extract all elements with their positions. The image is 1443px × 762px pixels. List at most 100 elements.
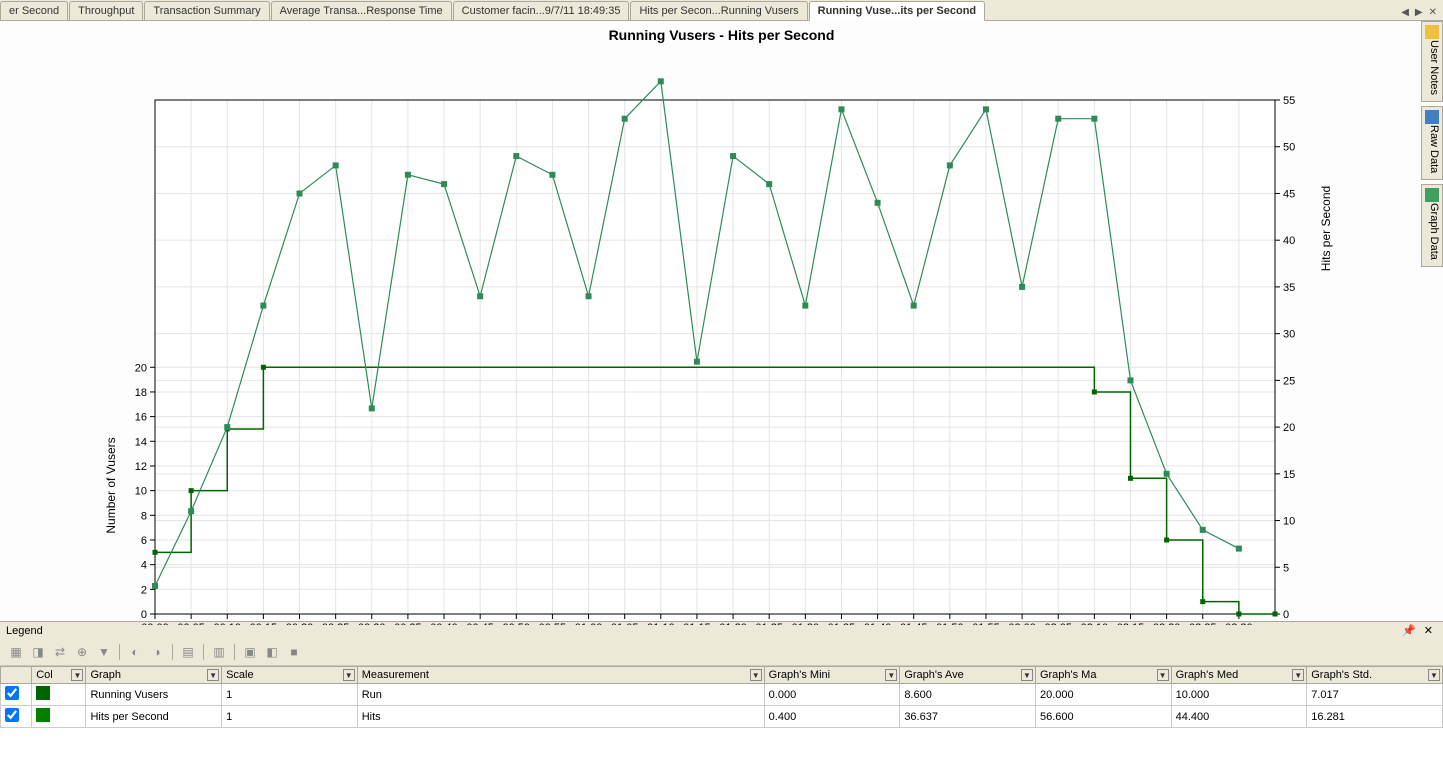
toolbar-btn-7[interactable]: ◑ <box>147 642 167 662</box>
tab-3[interactable]: Average Transa...Response Time <box>271 1 452 20</box>
side-panel-raw-data[interactable]: Raw Data <box>1421 106 1443 180</box>
svg-text:00:30: 00:30 <box>358 622 386 625</box>
svg-text:10: 10 <box>1283 516 1295 528</box>
svg-text:2: 2 <box>141 584 147 596</box>
legend-row[interactable]: Running Vusers1Run0.0008.60020.00010.000… <box>1 684 1443 706</box>
svg-text:00:00: 00:00 <box>141 622 169 625</box>
legend-cell: 0.000 <box>764 684 900 706</box>
svg-text:35: 35 <box>1283 282 1295 294</box>
svg-text:10: 10 <box>135 486 147 498</box>
legend-cell: 0.400 <box>764 706 900 728</box>
side-panel-icon <box>1425 110 1439 124</box>
tab-1[interactable]: Throughput <box>69 1 143 20</box>
svg-text:30: 30 <box>1283 329 1295 341</box>
toolbar-btn-2[interactable]: ◨ <box>28 642 48 662</box>
toolbar-btn-10[interactable]: ▣ <box>240 642 260 662</box>
svg-text:6: 6 <box>141 535 147 547</box>
dropdown-arrow-icon[interactable]: ▼ <box>885 669 897 681</box>
toolbar-btn-4[interactable]: ⊕ <box>72 642 92 662</box>
side-panel-label: User Notes <box>1428 40 1440 95</box>
toolbar-btn-9[interactable]: ▥ <box>209 642 229 662</box>
legend-col-4[interactable]: Measurement▼ <box>357 667 764 684</box>
toolbar-btn-5[interactable]: ▼ <box>94 642 114 662</box>
legend-col-3[interactable]: Scale▼ <box>222 667 358 684</box>
tab-next-icon[interactable]: ▶ <box>1413 7 1425 18</box>
tab-close-icon[interactable]: ✕ <box>1427 7 1439 18</box>
chart-area: Running Vusers - Hits per Second 00:0000… <box>0 21 1443 621</box>
tab-2[interactable]: Transaction Summary <box>144 1 269 20</box>
svg-text:02:00: 02:00 <box>1008 622 1036 625</box>
legend-close-icon[interactable]: ✕ <box>1420 624 1437 637</box>
side-panel-graph-data[interactable]: Graph Data <box>1421 184 1443 267</box>
legend-row-checkbox[interactable] <box>5 686 19 700</box>
legend-cell: 44.400 <box>1171 706 1307 728</box>
tab-0[interactable]: er Second <box>0 1 68 20</box>
svg-text:00:05: 00:05 <box>177 622 205 625</box>
side-panel-icon <box>1425 25 1439 39</box>
svg-text:01:10: 01:10 <box>647 622 675 625</box>
legend-col-7[interactable]: Graph's Ma▼ <box>1035 667 1171 684</box>
tab-prev-icon[interactable]: ◀ <box>1399 7 1411 18</box>
svg-text:20: 20 <box>1283 422 1295 434</box>
side-panel-user-notes[interactable]: User Notes <box>1421 21 1443 102</box>
dropdown-arrow-icon[interactable]: ▼ <box>1021 669 1033 681</box>
legend-col-2[interactable]: Graph▼ <box>86 667 222 684</box>
legend-cell: 1 <box>222 684 358 706</box>
legend-cell: 1 <box>222 706 358 728</box>
legend-cell: 16.281 <box>1307 706 1443 728</box>
legend-col-5[interactable]: Graph's Mini▼ <box>764 667 900 684</box>
toolbar-btn-12[interactable]: ■ <box>284 642 304 662</box>
legend-cell: 7.017 <box>1307 684 1443 706</box>
tab-6[interactable]: Running Vuse...its per Second <box>809 1 986 21</box>
toolbar-btn-3[interactable]: ⇄ <box>50 642 70 662</box>
legend-col-9[interactable]: Graph's Std.▼ <box>1307 667 1443 684</box>
svg-text:Hits per Second: Hits per Second <box>1319 186 1333 271</box>
legend-table: Col▼Graph▼Scale▼Measurement▼Graph's Mini… <box>0 666 1443 728</box>
toolbar-btn-6[interactable]: ◐ <box>125 642 145 662</box>
legend-col-0[interactable] <box>1 667 32 684</box>
svg-text:01:30: 01:30 <box>792 622 820 625</box>
svg-text:00:10: 00:10 <box>213 622 241 625</box>
dropdown-arrow-icon[interactable]: ▼ <box>71 669 83 681</box>
svg-text:01:25: 01:25 <box>755 622 783 625</box>
dropdown-arrow-icon[interactable]: ▼ <box>1157 669 1169 681</box>
dropdown-arrow-icon[interactable]: ▼ <box>1428 669 1440 681</box>
side-panel-label: Raw Data <box>1428 125 1440 173</box>
chart-svg: 00:0000:0500:1000:1500:2000:2500:3000:35… <box>0 45 1410 625</box>
dropdown-arrow-icon[interactable]: ▼ <box>343 669 355 681</box>
svg-text:45: 45 <box>1283 188 1295 200</box>
svg-text:40: 40 <box>1283 235 1295 247</box>
legend-panel: Legend 📌 ✕ ▦ ◨ ⇄ ⊕ ▼ ◐ ◑ ▤ ▥ ▣ ◧ ■ Col▼G… <box>0 621 1443 728</box>
svg-text:0: 0 <box>141 609 147 621</box>
legend-col-1[interactable]: Col▼ <box>32 667 86 684</box>
svg-text:01:05: 01:05 <box>611 622 639 625</box>
legend-color-swatch <box>36 686 50 700</box>
tab-4[interactable]: Customer facin...9/7/11 18:49:35 <box>453 1 630 20</box>
legend-row[interactable]: Hits per Second1Hits0.40036.63756.60044.… <box>1 706 1443 728</box>
toolbar-btn-8[interactable]: ▤ <box>178 642 198 662</box>
dropdown-arrow-icon[interactable]: ▼ <box>750 669 762 681</box>
svg-text:4: 4 <box>141 560 147 572</box>
svg-text:01:20: 01:20 <box>719 622 747 625</box>
legend-row-checkbox[interactable] <box>5 708 19 722</box>
tab-5[interactable]: Hits per Secon...Running Vusers <box>630 1 807 20</box>
legend-col-8[interactable]: Graph's Med▼ <box>1171 667 1307 684</box>
svg-text:20: 20 <box>135 362 147 374</box>
toolbar-btn-1[interactable]: ▦ <box>6 642 26 662</box>
svg-text:02:15: 02:15 <box>1117 622 1145 625</box>
toolbar-btn-11[interactable]: ◧ <box>262 642 282 662</box>
svg-text:01:50: 01:50 <box>936 622 964 625</box>
dropdown-arrow-icon[interactable]: ▼ <box>207 669 219 681</box>
svg-text:12: 12 <box>135 461 147 473</box>
svg-text:02:05: 02:05 <box>1044 622 1072 625</box>
side-panels: User Notes Raw Data Graph Data <box>1421 21 1443 267</box>
svg-text:18: 18 <box>135 387 147 399</box>
legend-col-6[interactable]: Graph's Ave▼ <box>900 667 1036 684</box>
dropdown-arrow-icon[interactable]: ▼ <box>1292 669 1304 681</box>
svg-text:00:20: 00:20 <box>286 622 314 625</box>
side-panel-icon <box>1425 188 1439 202</box>
tab-bar: er SecondThroughputTransaction SummaryAv… <box>0 0 1443 21</box>
svg-text:00:35: 00:35 <box>394 622 422 625</box>
svg-text:14: 14 <box>135 436 147 448</box>
pin-icon[interactable]: 📌 <box>1398 624 1420 637</box>
